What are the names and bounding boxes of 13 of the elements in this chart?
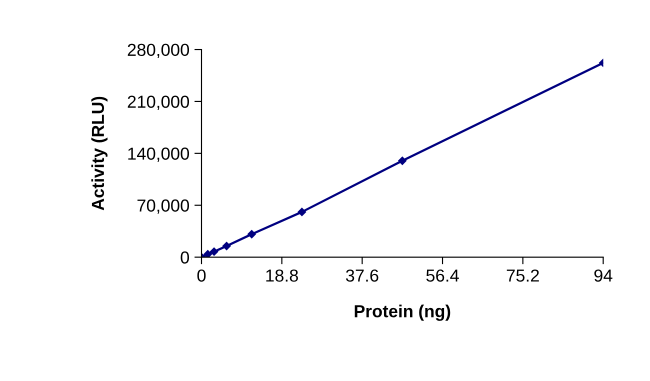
x-axis-title: Protein (ng) xyxy=(354,304,450,321)
x-tick-label: 18.8 xyxy=(266,269,298,282)
x-tick-label: 75.2 xyxy=(506,269,539,282)
y-axis-title: Activity (RLU) xyxy=(91,96,108,210)
y-tick-label: 210,000 xyxy=(128,96,190,110)
x-tick-label: 94 xyxy=(594,269,612,282)
y-tick-label: 280,000 xyxy=(128,44,190,58)
y-tick-label: 70,000 xyxy=(137,199,190,214)
x-tick-label: 56.4 xyxy=(426,269,459,282)
x-tick-label: 37.6 xyxy=(346,269,378,282)
y-tick-label: 140,000 xyxy=(128,148,190,162)
x-tick-label: 0 xyxy=(197,269,206,282)
y-tick-label: 0 xyxy=(180,251,190,264)
